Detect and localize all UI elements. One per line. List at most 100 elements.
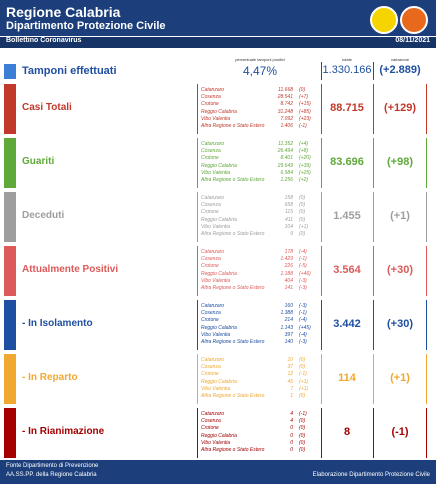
separator	[373, 192, 374, 242]
separator	[321, 84, 322, 134]
separator	[321, 138, 322, 188]
province-change: (+20)	[299, 155, 311, 162]
province-value: 9	[290, 231, 293, 237]
province-change: (-3)	[299, 285, 307, 291]
province-value: 1.388	[280, 310, 293, 317]
section-change: (-1)	[391, 426, 409, 438]
province-change: (-5)	[299, 263, 307, 270]
province-value: 7.092	[280, 115, 293, 122]
province-value: 8.401	[280, 155, 293, 162]
province-change: (0)	[299, 209, 306, 216]
section-change: (+30)	[387, 318, 413, 330]
logo	[370, 6, 398, 34]
province-change: (-3)	[299, 303, 307, 309]
province-change: (0)	[299, 202, 306, 209]
header-band	[0, 0, 436, 36]
province: Vibo Valentia	[201, 385, 231, 392]
province-change: (0)	[299, 216, 306, 223]
province: Vibo Valentia	[201, 169, 231, 176]
province: Cosenza	[201, 418, 221, 425]
section-change: (+30)	[387, 264, 413, 276]
province-change: (-1)	[299, 411, 307, 417]
tests-label: Tamponi effettuati	[22, 65, 117, 77]
province-value: 160	[284, 303, 293, 309]
province-value: 1.429	[280, 256, 293, 263]
province-change: (+23)	[299, 115, 311, 122]
province: Reggio Calabria	[201, 162, 237, 169]
footer-band	[0, 460, 436, 484]
separator	[321, 408, 322, 458]
province-change: (+4)	[299, 141, 309, 147]
logo	[400, 6, 428, 34]
section-total: 1.455	[333, 210, 361, 222]
province-change: (+8)	[299, 148, 309, 155]
province-change: (0)	[299, 357, 306, 363]
province-value: 1.406	[280, 123, 293, 129]
province-change: (-1)	[299, 123, 307, 129]
province: Altra Regione o Stato Estero	[201, 231, 265, 237]
section-total: 3.442	[333, 318, 361, 330]
province: Catanzaro	[201, 411, 225, 417]
province-value: 115	[285, 209, 293, 216]
date: 08/11/2021	[395, 37, 430, 44]
separator	[197, 354, 198, 404]
province: Altra Regione o Stato Estero	[201, 339, 265, 345]
province: Vibo Valentia	[201, 277, 231, 284]
province-change: (+15)	[299, 101, 311, 108]
separator	[373, 62, 374, 80]
col-header: totale	[342, 57, 352, 62]
section-change: (+129)	[383, 102, 417, 114]
separator	[426, 300, 427, 350]
province: Altra Regione o Stato Estero	[201, 177, 265, 183]
province: Reggio Calabria	[201, 324, 237, 331]
tests-change: (+2.889)	[379, 64, 421, 76]
province: Altra Regione o Stato Estero	[201, 393, 265, 399]
province-value: 397	[284, 331, 293, 338]
province-value: 12	[287, 371, 293, 378]
province-value: 411	[285, 216, 293, 223]
province-value: 11.352	[278, 141, 293, 147]
province-change: (+25)	[299, 169, 311, 176]
province: Altra Regione o Stato Estero	[201, 285, 265, 291]
separator	[373, 354, 374, 404]
title: Regione Calabria	[6, 4, 121, 20]
separator	[426, 354, 427, 404]
section-change: (+1)	[390, 210, 410, 222]
province: Crotone	[201, 209, 219, 216]
province-change: (0)	[299, 393, 306, 399]
province: Crotone	[201, 371, 219, 378]
province: Catanzaro	[201, 303, 225, 309]
province-value: 11.668	[278, 87, 293, 93]
province-change: (0)	[299, 432, 306, 439]
separator	[321, 192, 322, 242]
section-change: (+98)	[387, 156, 413, 168]
province: Reggio Calabria	[201, 432, 237, 439]
province: Vibo Valentia	[201, 331, 231, 338]
province-value: 45	[287, 378, 293, 385]
section-label: Attualmente Positivi	[22, 264, 119, 275]
col-header: percentuale tamponi positivi	[235, 57, 285, 62]
province: Cosenza	[201, 256, 221, 263]
province-change: (+39)	[299, 162, 311, 169]
section-change: (+1)	[390, 372, 410, 384]
separator	[197, 192, 198, 242]
province-value: 404	[284, 277, 293, 284]
province-change: (0)	[299, 364, 306, 371]
tests-total: 1.330.166	[322, 64, 372, 76]
province-change: (-1)	[299, 371, 307, 378]
province: Cosenza	[201, 310, 221, 317]
section-label: - In Rianimazione	[22, 426, 105, 437]
province-change: (+85)	[299, 108, 311, 115]
province: Cosenza	[201, 364, 221, 371]
province: Crotone	[201, 155, 219, 162]
province-value: 10	[287, 357, 293, 363]
separator	[426, 84, 427, 134]
province: Reggio Calabria	[201, 216, 237, 223]
section-total: 8	[343, 426, 351, 438]
province-value: 0	[290, 447, 293, 453]
province-value: 141	[284, 285, 293, 291]
province-change: (+46)	[299, 270, 311, 277]
province-change: (-3)	[299, 277, 307, 284]
col-header: variazione	[390, 57, 410, 62]
